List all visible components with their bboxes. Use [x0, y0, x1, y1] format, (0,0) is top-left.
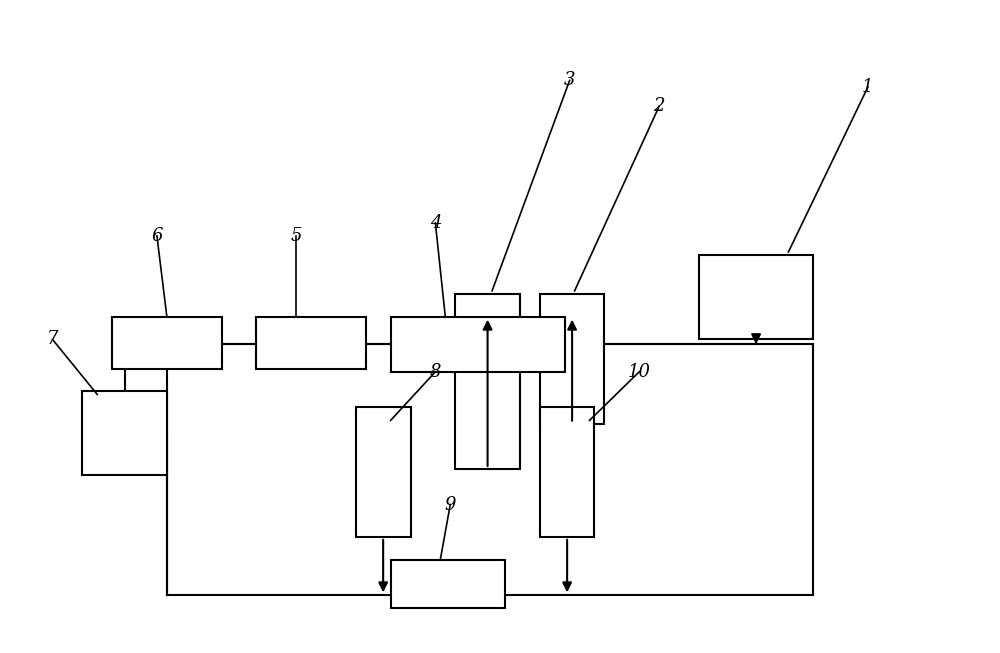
Bar — [82, 391, 167, 475]
Bar — [455, 294, 520, 469]
Text: 7: 7 — [47, 330, 58, 349]
Text: 6: 6 — [151, 227, 163, 245]
Text: 3: 3 — [564, 71, 575, 89]
Bar — [540, 407, 594, 537]
Bar — [391, 560, 505, 608]
Text: 2: 2 — [653, 97, 665, 116]
Text: 4: 4 — [430, 214, 441, 232]
Bar — [256, 317, 366, 368]
Text: 1: 1 — [862, 78, 874, 96]
Bar — [699, 255, 813, 340]
Text: 10: 10 — [628, 363, 651, 381]
Text: 5: 5 — [290, 227, 302, 245]
Bar — [356, 407, 411, 537]
Text: 8: 8 — [430, 363, 441, 381]
Text: 9: 9 — [445, 496, 456, 513]
Bar — [112, 317, 222, 368]
Bar — [540, 294, 604, 424]
Bar — [391, 317, 565, 372]
